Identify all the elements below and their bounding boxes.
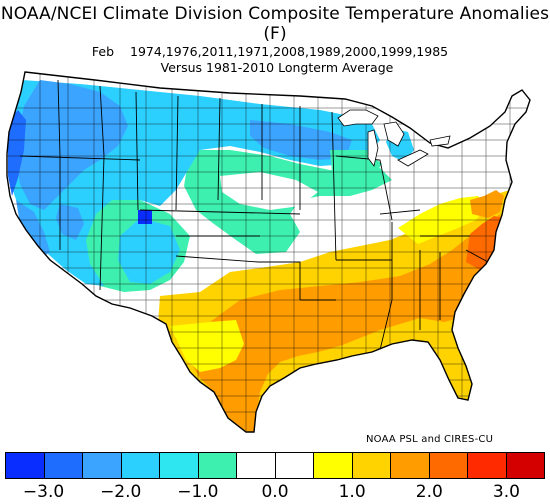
subtitle-dates: Feb 1974,1976,2011,1971,2008,1989,2000,1… xyxy=(0,44,545,60)
legend-tick-label: 3.0 xyxy=(492,482,520,502)
region-carolina-dark-orange xyxy=(466,216,504,270)
legend-swatch xyxy=(44,453,83,478)
region-colorado-deep-blue xyxy=(138,210,152,224)
subtitle-baseline: Versus 1981-2010 Longterm Average xyxy=(160,60,394,75)
region-plains-white-hole xyxy=(220,172,318,210)
subtitle-years: 1974,1976,2011,1971,2008,1989,2000,1999,… xyxy=(130,44,449,59)
region-southwest-yellow xyxy=(170,320,244,372)
legend-tick-label: 1.0 xyxy=(338,482,366,502)
region-nevada-blue xyxy=(56,204,84,240)
legend-swatch xyxy=(391,453,430,478)
legend-swatch xyxy=(160,453,199,478)
lake-michigan xyxy=(367,129,379,167)
color-legend-labels: −3.0 −2.0 −1.0 0.0 1.0 2.0 3.0 xyxy=(0,482,550,504)
region-gulf-orange xyxy=(175,214,505,432)
region-california-sky xyxy=(16,200,50,258)
region-idaho-sky xyxy=(86,100,124,150)
legend-swatch xyxy=(6,453,45,478)
legend-swatch xyxy=(198,453,237,478)
color-legend xyxy=(5,452,545,479)
legend-swatch xyxy=(275,453,314,478)
lakes xyxy=(337,109,451,167)
lake-erie xyxy=(397,149,429,167)
legend-swatch xyxy=(352,453,391,478)
legend-tick-label: 2.0 xyxy=(415,482,443,502)
state-borders xyxy=(19,79,489,351)
legend-swatch xyxy=(121,453,160,478)
lake-superior xyxy=(337,109,379,127)
legend-swatch xyxy=(468,453,507,478)
legend-swatch xyxy=(83,453,122,478)
legend-swatch xyxy=(237,453,276,478)
legend-tick-label: 0.0 xyxy=(261,482,289,502)
title-block: NOAA/NCEI Climate Division Composite Tem… xyxy=(0,0,550,76)
credit-label: NOAA PSL and CIRES-CU xyxy=(366,434,494,445)
map-title: NOAA/NCEI Climate Division Composite Tem… xyxy=(0,4,550,44)
legend-swatch xyxy=(506,453,544,478)
region-interior-west-cyan xyxy=(118,218,180,284)
legend-tick-label: −2.0 xyxy=(100,482,142,502)
division-grid xyxy=(7,72,530,432)
lake-ontario xyxy=(429,135,451,147)
subtitle-month: Feb xyxy=(91,44,115,59)
lake-huron xyxy=(383,121,405,147)
region-coast-blue xyxy=(8,110,26,196)
legend-swatch xyxy=(429,453,468,478)
legend-tick-label: −1.0 xyxy=(177,482,219,502)
legend-swatch xyxy=(314,453,353,478)
legend-tick-label: −3.0 xyxy=(22,482,65,502)
